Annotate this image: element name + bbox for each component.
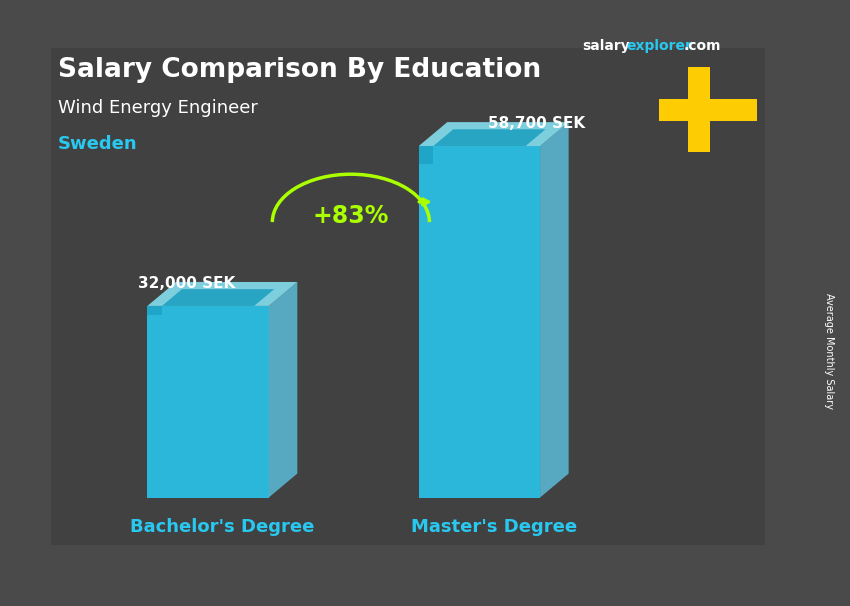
Polygon shape [659, 99, 756, 121]
Text: .com: .com [683, 39, 721, 53]
Text: 32,000 SEK: 32,000 SEK [138, 276, 235, 291]
Polygon shape [147, 306, 269, 498]
Text: salary: salary [582, 39, 630, 53]
Polygon shape [162, 289, 275, 306]
Text: +83%: +83% [313, 204, 389, 228]
Polygon shape [51, 48, 765, 545]
Text: Wind Energy Engineer: Wind Energy Engineer [58, 99, 258, 118]
Polygon shape [434, 129, 546, 146]
Polygon shape [147, 282, 298, 306]
Text: Bachelor's Degree: Bachelor's Degree [130, 519, 314, 536]
Polygon shape [147, 306, 162, 316]
Polygon shape [419, 146, 540, 498]
Text: Average Monthly Salary: Average Monthly Salary [824, 293, 834, 410]
Text: Salary Comparison By Education: Salary Comparison By Education [58, 58, 541, 84]
Polygon shape [419, 146, 434, 164]
Polygon shape [269, 282, 298, 498]
Polygon shape [540, 122, 569, 498]
Text: explorer: explorer [626, 39, 692, 53]
Text: 58,700 SEK: 58,700 SEK [488, 116, 585, 131]
Text: Sweden: Sweden [58, 135, 138, 153]
Text: Master's Degree: Master's Degree [411, 519, 577, 536]
Polygon shape [419, 122, 569, 146]
Polygon shape [688, 67, 710, 152]
